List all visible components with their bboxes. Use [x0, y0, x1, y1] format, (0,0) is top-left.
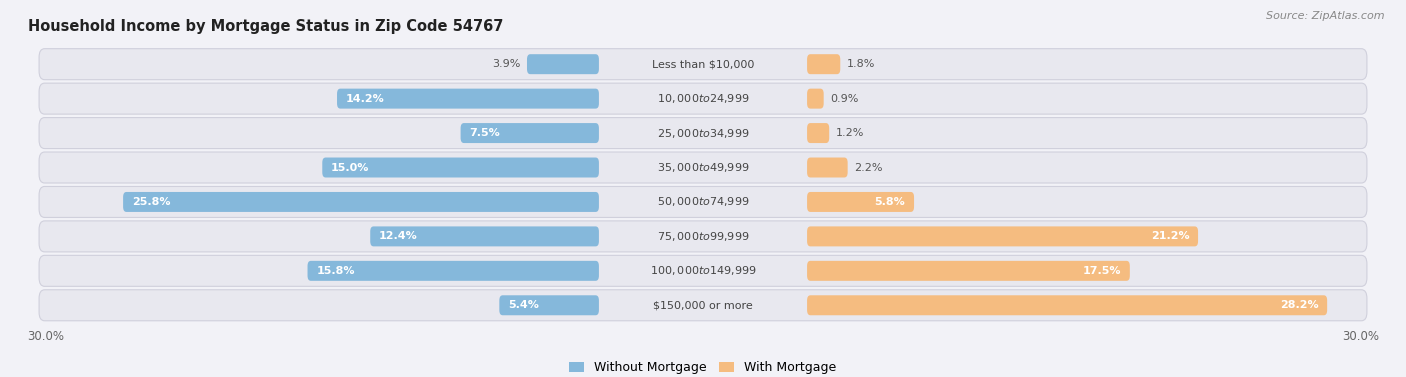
- Text: 1.2%: 1.2%: [835, 128, 865, 138]
- Text: Source: ZipAtlas.com: Source: ZipAtlas.com: [1267, 11, 1385, 21]
- Text: Less than $10,000: Less than $10,000: [652, 59, 754, 69]
- Text: $25,000 to $34,999: $25,000 to $34,999: [657, 127, 749, 139]
- Text: 2.2%: 2.2%: [855, 162, 883, 173]
- FancyBboxPatch shape: [124, 192, 599, 212]
- FancyBboxPatch shape: [39, 49, 1367, 80]
- FancyBboxPatch shape: [807, 158, 848, 178]
- FancyBboxPatch shape: [527, 54, 599, 74]
- FancyBboxPatch shape: [807, 123, 830, 143]
- Text: $10,000 to $24,999: $10,000 to $24,999: [657, 92, 749, 105]
- FancyBboxPatch shape: [39, 187, 1367, 218]
- FancyBboxPatch shape: [807, 261, 1130, 281]
- FancyBboxPatch shape: [337, 89, 599, 109]
- FancyBboxPatch shape: [322, 158, 599, 178]
- Text: 15.0%: 15.0%: [330, 162, 370, 173]
- Text: $75,000 to $99,999: $75,000 to $99,999: [657, 230, 749, 243]
- FancyBboxPatch shape: [807, 54, 841, 74]
- Text: $100,000 to $149,999: $100,000 to $149,999: [650, 264, 756, 277]
- FancyBboxPatch shape: [807, 192, 914, 212]
- Text: 14.2%: 14.2%: [346, 93, 385, 104]
- Text: Household Income by Mortgage Status in Zip Code 54767: Household Income by Mortgage Status in Z…: [28, 19, 503, 34]
- Text: 5.8%: 5.8%: [875, 197, 905, 207]
- Text: $150,000 or more: $150,000 or more: [654, 300, 752, 310]
- Text: 21.2%: 21.2%: [1150, 231, 1189, 241]
- FancyBboxPatch shape: [39, 152, 1367, 183]
- Text: 28.2%: 28.2%: [1279, 300, 1319, 310]
- FancyBboxPatch shape: [39, 83, 1367, 114]
- Text: 1.8%: 1.8%: [846, 59, 875, 69]
- Text: 3.9%: 3.9%: [492, 59, 520, 69]
- Text: $50,000 to $74,999: $50,000 to $74,999: [657, 195, 749, 208]
- FancyBboxPatch shape: [39, 255, 1367, 287]
- FancyBboxPatch shape: [807, 227, 1198, 247]
- Text: 17.5%: 17.5%: [1083, 266, 1121, 276]
- Text: 7.5%: 7.5%: [470, 128, 501, 138]
- Text: 15.8%: 15.8%: [316, 266, 354, 276]
- FancyBboxPatch shape: [499, 295, 599, 315]
- FancyBboxPatch shape: [370, 227, 599, 247]
- FancyBboxPatch shape: [807, 295, 1327, 315]
- Text: 12.4%: 12.4%: [380, 231, 418, 241]
- FancyBboxPatch shape: [39, 118, 1367, 149]
- Text: 25.8%: 25.8%: [132, 197, 170, 207]
- FancyBboxPatch shape: [39, 221, 1367, 252]
- FancyBboxPatch shape: [39, 290, 1367, 321]
- Text: 0.9%: 0.9%: [831, 93, 859, 104]
- Text: $35,000 to $49,999: $35,000 to $49,999: [657, 161, 749, 174]
- FancyBboxPatch shape: [807, 89, 824, 109]
- Legend: Without Mortgage, With Mortgage: Without Mortgage, With Mortgage: [564, 356, 842, 377]
- FancyBboxPatch shape: [461, 123, 599, 143]
- Text: 5.4%: 5.4%: [508, 300, 538, 310]
- FancyBboxPatch shape: [308, 261, 599, 281]
